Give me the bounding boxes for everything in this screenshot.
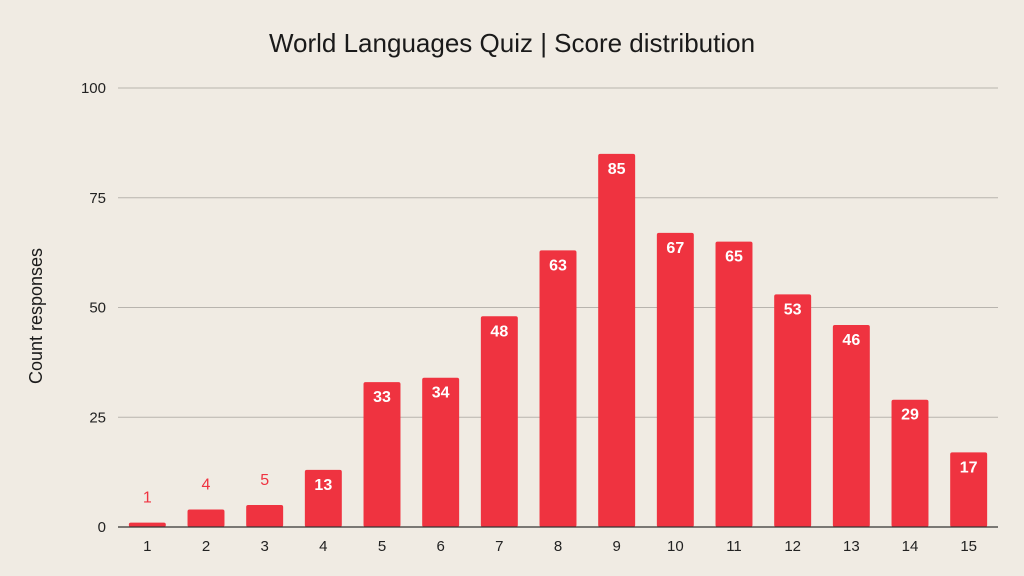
data-label: 48 bbox=[490, 323, 508, 340]
x-tick-label: 15 bbox=[960, 538, 977, 555]
bar bbox=[598, 153, 636, 527]
x-tick-label: 14 bbox=[902, 538, 919, 555]
bar bbox=[832, 325, 870, 527]
data-label: 5 bbox=[260, 472, 269, 489]
chart-title: World Languages Quiz | Score distributio… bbox=[269, 28, 755, 58]
data-label: 63 bbox=[549, 257, 567, 274]
bar bbox=[774, 294, 812, 527]
x-axis-ticks: 1 2 3 4 5 6 7 8 9 10 11 12 13 14 15 bbox=[143, 538, 977, 555]
y-tick-label: 50 bbox=[89, 300, 106, 317]
bar bbox=[304, 469, 342, 527]
data-label: 85 bbox=[608, 161, 626, 178]
data-label: 53 bbox=[784, 301, 802, 318]
y-axis-label: Count responses bbox=[26, 248, 46, 384]
bar bbox=[539, 250, 577, 527]
bar bbox=[128, 522, 166, 527]
y-tick-label: 0 bbox=[98, 519, 106, 536]
x-tick-label: 13 bbox=[843, 538, 860, 555]
bar bbox=[363, 382, 401, 527]
bar bbox=[715, 241, 753, 527]
bar bbox=[246, 505, 284, 527]
data-label: 13 bbox=[314, 477, 332, 494]
data-label: 33 bbox=[373, 389, 391, 406]
data-label: 34 bbox=[432, 385, 450, 402]
bar bbox=[422, 377, 460, 527]
bar bbox=[891, 399, 929, 527]
x-tick-label: 2 bbox=[202, 538, 210, 555]
x-tick-label: 3 bbox=[260, 538, 268, 555]
x-tick-label: 11 bbox=[726, 538, 742, 555]
bars bbox=[128, 153, 988, 527]
data-label: 17 bbox=[960, 459, 978, 476]
x-tick-label: 12 bbox=[784, 538, 801, 555]
data-label: 1 bbox=[143, 490, 152, 507]
data-label: 4 bbox=[202, 476, 211, 493]
bar bbox=[480, 316, 518, 527]
x-tick-label: 4 bbox=[319, 538, 327, 555]
x-tick-label: 7 bbox=[495, 538, 503, 555]
data-label: 29 bbox=[901, 407, 919, 424]
y-axis-ticks: 0 25 50 75 100 bbox=[81, 80, 106, 536]
bar bbox=[187, 509, 225, 527]
data-label: 67 bbox=[666, 240, 684, 257]
bar bbox=[656, 232, 694, 527]
x-tick-label: 8 bbox=[554, 538, 562, 555]
y-tick-label: 25 bbox=[89, 409, 106, 426]
y-tick-label: 100 bbox=[81, 80, 106, 97]
x-tick-label: 1 bbox=[143, 538, 151, 555]
x-tick-label: 10 bbox=[667, 538, 684, 555]
x-tick-label: 5 bbox=[378, 538, 386, 555]
data-label: 65 bbox=[725, 249, 743, 266]
x-tick-label: 6 bbox=[436, 538, 444, 555]
data-labels: 1 4 5 13 33 34 48 63 85 67 65 53 46 29 17 bbox=[143, 161, 978, 507]
bar bbox=[950, 452, 988, 527]
x-tick-label: 9 bbox=[612, 538, 620, 555]
data-label: 46 bbox=[842, 332, 860, 349]
y-tick-label: 75 bbox=[89, 190, 106, 207]
